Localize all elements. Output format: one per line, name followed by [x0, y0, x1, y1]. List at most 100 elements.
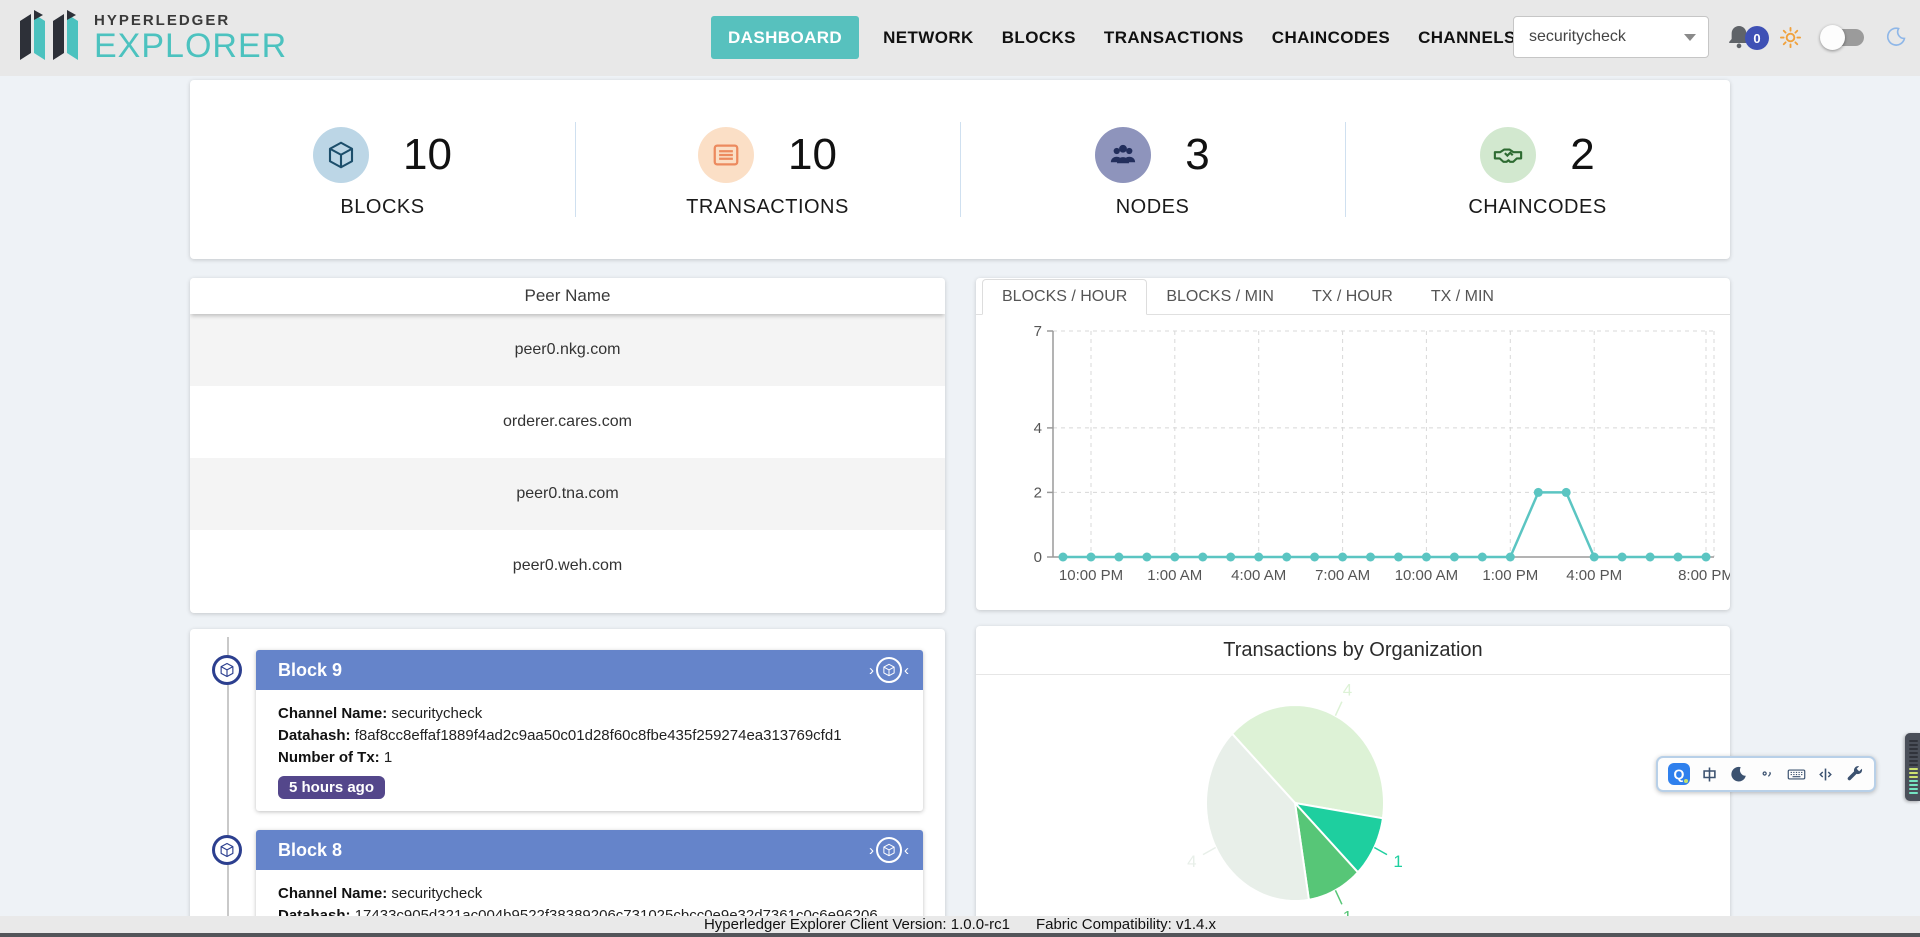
svg-text:4:00 PM: 4:00 PM	[1566, 567, 1622, 584]
theme-toggle-knob[interactable]	[1820, 24, 1845, 50]
block-header: Block 9 › ‹	[256, 650, 923, 690]
stat-nodes: 3 NODES	[960, 80, 1345, 259]
top-header: HYPERLEDGER EXPLORER DASHBOARD NETWORK BLO…	[0, 0, 1920, 76]
logo-text-top: HYPERLEDGER	[94, 11, 231, 29]
q-status-dot	[1684, 779, 1688, 783]
cube-icon	[313, 127, 370, 183]
peer-table-body: peer0.nkg.com orderer.cares.com peer0.tna.…	[190, 314, 945, 602]
timeline-block-dot	[212, 655, 242, 685]
stat-value: 10	[788, 130, 837, 179]
stats-card: 10 BLOCKS 10 TRANSACTIONS 3 NODES 2 CHAINCODES	[190, 80, 1730, 259]
theme-toggle[interactable]	[1820, 24, 1864, 50]
svg-text:0: 0	[1034, 549, 1042, 566]
nav-item-channels[interactable]: CHANNELS	[1418, 27, 1516, 47]
blocks-feed-card: Block 9 › ‹ Channel Name: securitycheck Data…	[190, 629, 945, 937]
chevron-down-icon	[1684, 33, 1696, 41]
channel-select-value: securitycheck	[1529, 28, 1626, 45]
svg-text:8:00 PM: 8:00 PM	[1678, 567, 1730, 584]
footer-client-version: Hyperledger Explorer Client Version: 1.0…	[703, 916, 1010, 933]
svg-text:1:00 PM: 1:00 PM	[1482, 567, 1538, 584]
handle-stripe	[1909, 792, 1918, 794]
handle-stripe	[1909, 784, 1918, 786]
stat-label: NODES	[1115, 196, 1190, 218]
metrics-card: BLOCKS / HOUR BLOCKS / MIN TX / HOUR TX / M…	[976, 278, 1730, 610]
stat-transactions: 10 TRANSACTIONS	[575, 80, 960, 259]
stat-label: TRANSACTIONS	[686, 196, 849, 218]
svg-text:10:00 AM: 10:00 AM	[1395, 567, 1458, 584]
stat-label: CHAINCODES	[1468, 196, 1607, 218]
stat-top-blocks: 10	[313, 126, 452, 184]
side-panel-handle[interactable]	[1905, 733, 1920, 801]
block-age-badge: 5 hours ago	[278, 776, 386, 799]
chevron-right-icon: ›	[869, 841, 874, 859]
metrics-tabs: BLOCKS / HOUR BLOCKS / MIN TX / HOUR TX / M…	[976, 278, 1730, 315]
moon-icon[interactable]	[1729, 765, 1748, 784]
block-cube-button[interactable]	[876, 837, 902, 863]
handle-stripe	[1909, 768, 1918, 770]
translate-q-icon[interactable]: Q	[1668, 763, 1690, 785]
timeline-line	[227, 637, 229, 937]
handle-stripe	[1909, 760, 1918, 762]
peer-row: peer0.nkg.com	[190, 314, 945, 386]
svg-text:1:00 AM: 1:00 AM	[1147, 567, 1202, 584]
block-title: Block 8	[278, 839, 343, 860]
stat-label: BLOCKS	[340, 196, 425, 218]
zh-icon[interactable]	[1700, 765, 1719, 784]
stat-value: 2	[1570, 130, 1595, 179]
svg-text:4: 4	[1187, 852, 1196, 871]
channel-select[interactable]: securitycheck	[1513, 16, 1709, 58]
svg-text:4: 4	[1034, 420, 1042, 437]
stat-chaincodes: 2 CHAINCODES	[1345, 80, 1730, 259]
peer-table-header: Peer Name	[190, 278, 945, 314]
tab-blocks-hour[interactable]: BLOCKS / HOUR	[982, 279, 1148, 315]
nav-item-dashboard[interactable]: DASHBOARD	[711, 16, 860, 59]
chevron-right-icon: ›	[869, 661, 874, 679]
nav-item-transactions[interactable]: TRANSACTIONS	[1103, 27, 1244, 47]
block-channel: Channel Name: securitycheck	[278, 885, 483, 902]
timeline-block-dot	[212, 835, 242, 865]
handle-stripe	[1909, 756, 1918, 758]
stat-top-chaincodes: 2	[1480, 126, 1595, 184]
text-cursor-icon[interactable]	[1816, 765, 1835, 784]
tx-by-org-card: Transactions by Organization 4114	[976, 626, 1730, 937]
svg-text:1: 1	[1393, 852, 1402, 871]
chevron-left-icon: ‹	[904, 841, 909, 859]
block-title: Block 9	[278, 659, 343, 680]
tab-tx-min[interactable]: TX / MIN	[1430, 288, 1494, 305]
quotes-icon[interactable]	[1758, 765, 1777, 784]
handle-stripe	[1909, 740, 1918, 742]
block-cube-button[interactable]	[876, 657, 902, 683]
stat-value: 10	[403, 130, 452, 179]
handshake-icon	[1480, 127, 1537, 183]
stat-top-transactions: 10	[698, 126, 837, 184]
nav-item-network[interactable]: NETWORK	[883, 27, 974, 47]
cube-icon	[882, 663, 896, 677]
svg-text:10:00 PM: 10:00 PM	[1059, 567, 1123, 584]
handle-stripe	[1909, 776, 1918, 778]
nav-item-chaincodes[interactable]: CHAINCODES	[1271, 27, 1391, 47]
block-body: Channel Name: securitycheck Datahash: f8a…	[256, 690, 923, 811]
logo-text-bottom: EXPLORER	[94, 26, 288, 65]
notifications-button[interactable]: 0	[1725, 20, 1769, 54]
hyperledger-logo-icon	[20, 10, 78, 60]
cube-icon	[219, 662, 235, 678]
peer-table-card: Peer Name peer0.nkg.com orderer.cares.com…	[190, 278, 945, 613]
blocks-list: Block 9 › ‹ Channel Name: securitycheck Data…	[190, 629, 945, 937]
tab-tx-hour[interactable]: TX / HOUR	[1311, 288, 1393, 305]
keyboard-icon[interactable]	[1787, 765, 1806, 784]
moon-icon	[1885, 26, 1907, 48]
handle-stripe	[1909, 788, 1918, 790]
svg-text:7:00 AM: 7:00 AM	[1315, 567, 1370, 584]
nav-item-blocks[interactable]: BLOCKS	[1001, 27, 1076, 47]
stat-blocks: 10 BLOCKS	[190, 80, 575, 259]
hyperledger-logo: HYPERLEDGER EXPLORER	[18, 9, 287, 67]
tab-blocks-min[interactable]: BLOCKS / MIN	[1166, 288, 1274, 305]
block-view-button[interactable]: › ‹	[869, 657, 909, 683]
block-view-button[interactable]: › ‹	[869, 837, 909, 863]
list-icon	[698, 127, 755, 183]
wrench-icon[interactable]	[1845, 765, 1864, 784]
svg-text:4: 4	[1343, 681, 1352, 700]
sun-icon	[1778, 25, 1803, 50]
handle-stripe	[1909, 772, 1918, 774]
window-bottom-strip	[0, 933, 1920, 937]
